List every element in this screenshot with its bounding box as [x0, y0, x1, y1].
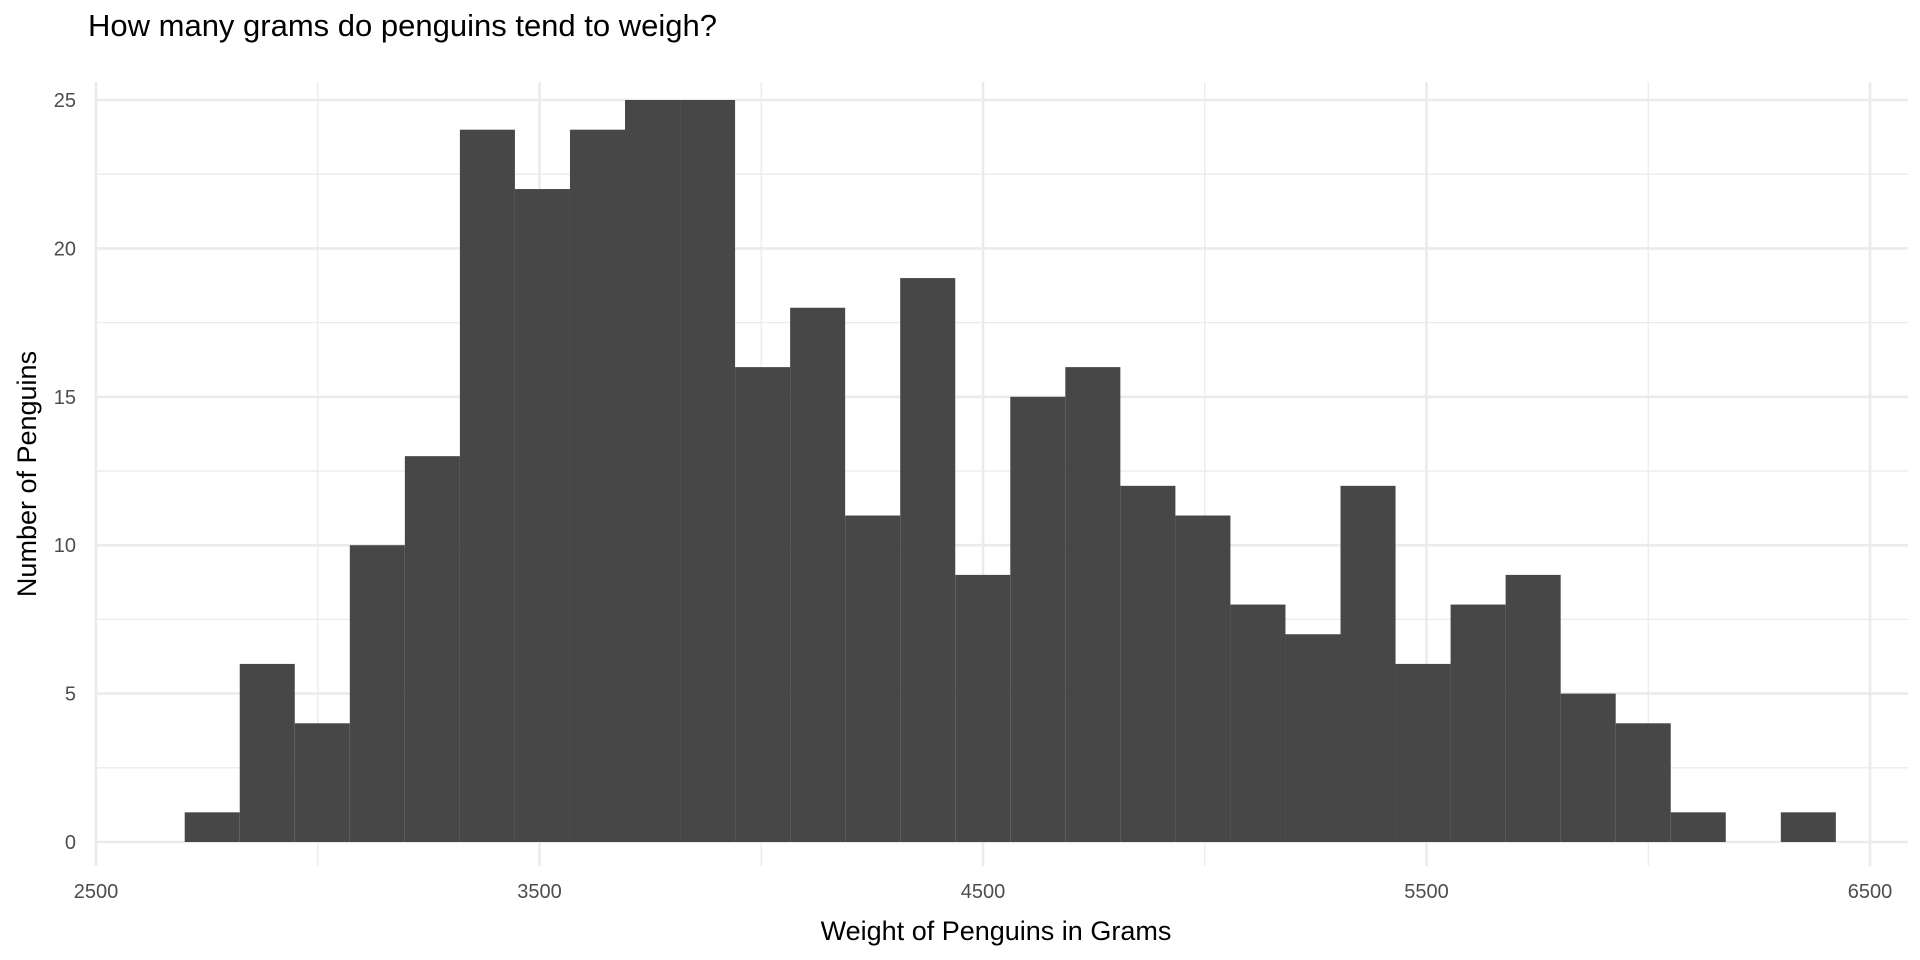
histogram-bar	[239, 663, 295, 842]
x-axis-title: Weight of Penguins in Grams	[821, 916, 1172, 946]
histogram-bar	[1505, 574, 1561, 842]
bars-layer	[184, 100, 1836, 843]
histogram-bar	[1780, 812, 1836, 842]
histogram-bar	[1560, 693, 1616, 842]
y-tick-label: 20	[54, 238, 76, 260]
histogram-bar	[735, 367, 791, 842]
histogram-bar	[349, 545, 405, 842]
histogram-bar	[1010, 396, 1066, 842]
histogram-bar	[1230, 604, 1286, 842]
histogram-bar	[1175, 515, 1231, 842]
y-axis-title: Number of Penguins	[12, 351, 42, 597]
x-tick-label: 6500	[1848, 881, 1893, 903]
y-tick-label: 15	[54, 387, 76, 409]
histogram-bar	[569, 129, 626, 842]
x-tick-label: 2500	[74, 881, 119, 903]
x-tick-label: 3500	[517, 881, 562, 903]
histogram-bar	[1670, 812, 1726, 842]
histogram-bar	[625, 100, 681, 842]
histogram-bar	[1065, 367, 1121, 842]
histogram-bar	[404, 456, 460, 842]
histogram-bar	[680, 100, 736, 842]
histogram-bar	[1615, 723, 1671, 842]
histogram-bar	[845, 515, 901, 842]
x-tick-labels: 2500 3500 4500 5500 6500	[74, 881, 1893, 903]
chart-title: How many grams do penguins tend to weigh…	[88, 8, 717, 43]
histogram-bar	[790, 307, 846, 842]
histogram-bar	[294, 723, 350, 842]
y-tick-label: 0	[65, 832, 76, 854]
histogram-bar	[1285, 634, 1341, 842]
histogram-bar	[184, 812, 240, 842]
y-tick-label: 5	[65, 684, 76, 706]
histogram-bar	[459, 129, 515, 842]
histogram-bar	[514, 189, 570, 843]
histogram-bar	[1120, 485, 1176, 842]
x-tick-label: 5500	[1404, 881, 1449, 903]
histogram-bar	[900, 278, 956, 843]
x-tick-label: 4500	[961, 881, 1006, 903]
histogram-bar	[1450, 604, 1506, 842]
y-tick-labels: 0 5 10 15 20 25	[54, 90, 76, 854]
histogram-bar	[955, 574, 1011, 842]
y-tick-label: 10	[54, 535, 76, 557]
y-tick-label: 25	[54, 90, 76, 112]
histogram-bar	[1340, 485, 1396, 842]
histogram-bar	[1395, 663, 1451, 842]
